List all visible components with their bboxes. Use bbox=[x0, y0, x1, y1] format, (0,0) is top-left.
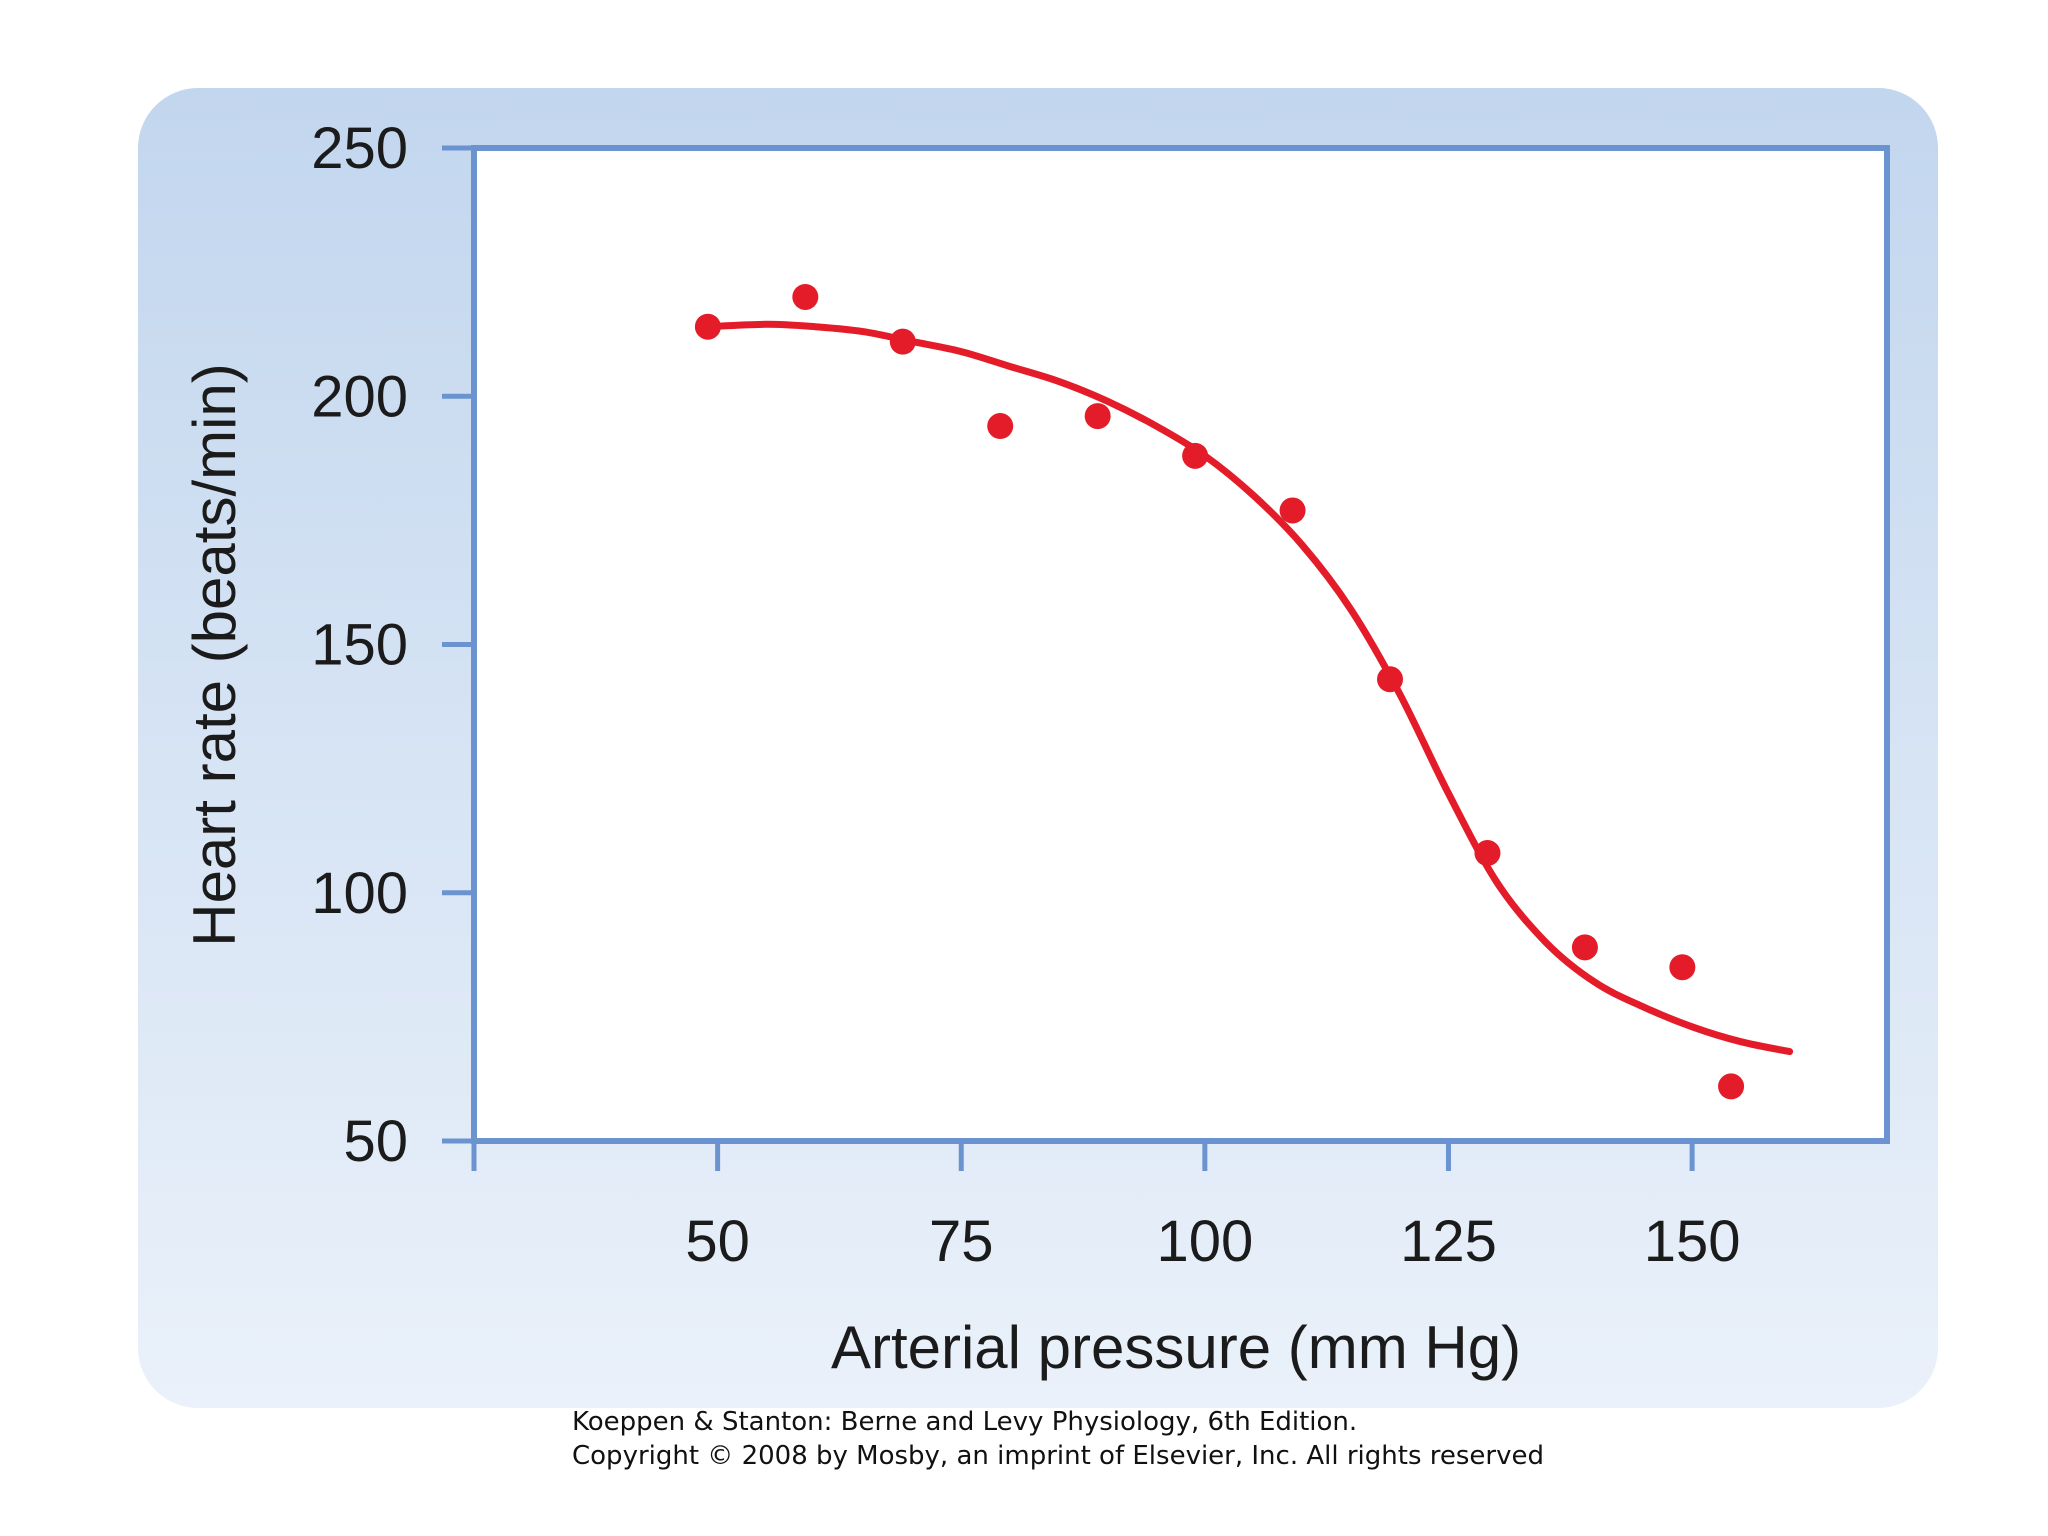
credit-line-2: Copyright © 2008 by Mosby, an imprint of… bbox=[572, 1441, 1544, 1471]
y-tick-label: 200 bbox=[311, 364, 408, 429]
x-tick-label: 150 bbox=[1644, 1209, 1741, 1274]
data-point bbox=[1279, 497, 1306, 524]
x-tick-label: 100 bbox=[1156, 1209, 1253, 1274]
chart: 50 75 100 125 150 50 100 150 200 250 Arterial pre… bbox=[138, 88, 1938, 1408]
x-tick-label: 50 bbox=[685, 1209, 750, 1274]
data-point bbox=[1474, 840, 1501, 867]
data-point bbox=[1718, 1073, 1745, 1100]
x-tick-label: 125 bbox=[1400, 1209, 1497, 1274]
y-tick-label: 100 bbox=[311, 861, 408, 926]
y-tick-label: 250 bbox=[311, 116, 408, 181]
data-point bbox=[1182, 442, 1209, 469]
data-point bbox=[889, 328, 916, 355]
data-point bbox=[987, 413, 1014, 440]
x-tick-label: 75 bbox=[929, 1209, 994, 1274]
data-point bbox=[1377, 666, 1404, 693]
y-axis-title: Heart rate (beats/min) bbox=[181, 363, 248, 947]
data-point bbox=[1084, 403, 1111, 430]
credit-line-1: Koeppen & Stanton: Berne and Levy Physio… bbox=[572, 1407, 1358, 1437]
copyright-credit: Koeppen & Stanton: Berne and Levy Physio… bbox=[572, 1405, 1544, 1473]
data-point bbox=[694, 313, 721, 340]
data-point bbox=[1669, 954, 1696, 981]
data-point bbox=[792, 283, 819, 310]
x-axis-title: Arterial pressure (mm Hg) bbox=[831, 1314, 1521, 1381]
data-point bbox=[1571, 934, 1598, 961]
y-tick-label: 50 bbox=[343, 1109, 408, 1174]
plot-area-frame bbox=[471, 145, 1890, 1144]
y-tick-label: 150 bbox=[311, 613, 408, 678]
